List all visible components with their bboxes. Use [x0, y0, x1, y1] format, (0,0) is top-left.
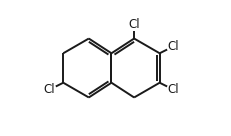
- Text: Cl: Cl: [167, 40, 178, 53]
- Text: Cl: Cl: [44, 83, 55, 96]
- Text: Cl: Cl: [128, 18, 139, 31]
- Text: Cl: Cl: [167, 83, 178, 96]
